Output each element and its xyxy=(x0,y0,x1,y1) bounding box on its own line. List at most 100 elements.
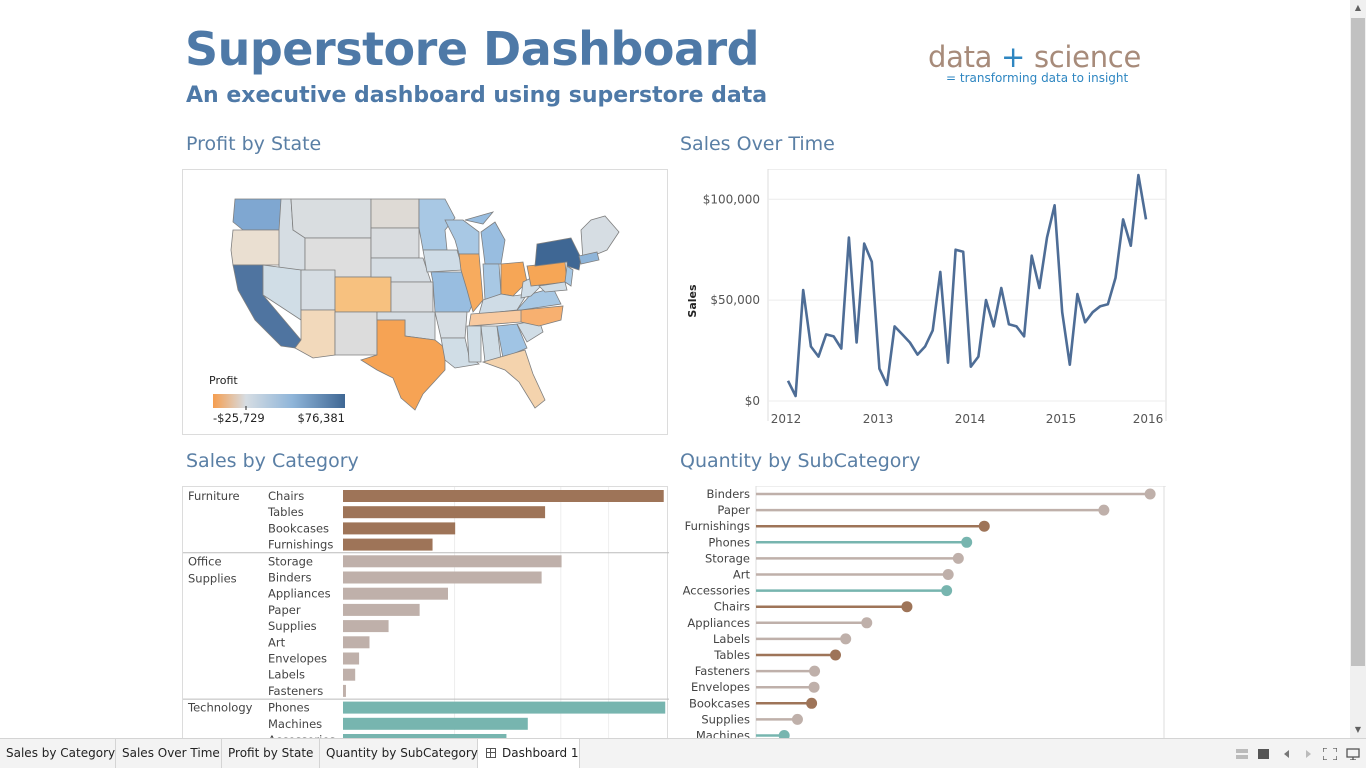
sales-data-point[interactable] xyxy=(1121,217,1125,221)
sales-data-point[interactable] xyxy=(824,332,828,336)
lollipop-dot[interactable] xyxy=(942,569,954,580)
next-page-icon[interactable] xyxy=(1304,750,1312,758)
sales-data-point[interactable] xyxy=(1106,302,1110,306)
sales-data-point[interactable] xyxy=(976,355,980,359)
scroll-down-arrow-icon[interactable]: ▼ xyxy=(1354,725,1362,734)
sales-bar[interactable] xyxy=(343,636,370,649)
sales-data-point[interactable] xyxy=(1136,173,1140,177)
lollipop-dot[interactable] xyxy=(791,713,803,725)
sales-data-point[interactable] xyxy=(1030,254,1034,258)
sales-data-point[interactable] xyxy=(999,286,1003,290)
sales-data-point[interactable] xyxy=(816,355,820,359)
sales-bar[interactable] xyxy=(343,603,420,616)
sales-bar[interactable] xyxy=(343,684,346,697)
sales-bar[interactable] xyxy=(343,538,433,551)
sales-data-point[interactable] xyxy=(1060,310,1064,314)
sales-data-point[interactable] xyxy=(885,383,889,387)
sales-data-point[interactable] xyxy=(954,248,958,252)
lollipop-dot[interactable] xyxy=(901,601,913,613)
sales-data-point[interactable] xyxy=(992,324,996,328)
scroll-up-arrow-icon[interactable]: ▲ xyxy=(1354,3,1362,12)
sales-bar[interactable] xyxy=(343,668,356,681)
sales-data-point[interactable] xyxy=(893,324,897,328)
lollipop-dot[interactable] xyxy=(978,520,990,532)
sales-bar[interactable] xyxy=(343,734,507,738)
sales-data-point[interactable] xyxy=(1068,363,1072,367)
sales-data-point[interactable] xyxy=(832,334,836,338)
prev-page-icon[interactable] xyxy=(1283,750,1291,758)
tab-quantity-by-subcategory[interactable]: Quantity by SubCategory xyxy=(320,739,478,768)
tab-sales-over-time[interactable]: Sales Over Time xyxy=(116,739,222,768)
sales-data-point[interactable] xyxy=(862,242,866,246)
sales-data-point[interactable] xyxy=(1083,320,1087,324)
sales-data-point[interactable] xyxy=(847,236,851,240)
sales-data-point[interactable] xyxy=(877,367,881,371)
tab-dashboard-1[interactable]: Dashboard 1 xyxy=(478,739,580,768)
sales-data-point[interactable] xyxy=(969,365,973,369)
sales-line-chart[interactable]: $0 $50,000 $100,000 Sales 2012 2013 2014 2015 20… xyxy=(676,168,1168,435)
sales-by-category-panel[interactable]: Furniture Chairs Tables Bookcases Furnishing… xyxy=(182,486,669,738)
sales-data-point[interactable] xyxy=(1037,286,1041,290)
sales-data-point[interactable] xyxy=(923,345,927,349)
lollipop-dot[interactable] xyxy=(808,681,820,693)
sales-data-point[interactable] xyxy=(984,298,988,302)
presentation-mode-icon[interactable] xyxy=(1236,749,1248,759)
sales-data-point[interactable] xyxy=(938,270,942,274)
sales-data-point[interactable] xyxy=(1053,203,1057,207)
sheet-icon[interactable] xyxy=(1258,749,1269,759)
sales-bar[interactable] xyxy=(343,555,562,568)
sales-data-point[interactable] xyxy=(1045,236,1049,240)
sales-data-point[interactable] xyxy=(855,340,859,344)
sales-data-point[interactable] xyxy=(809,345,813,349)
lollipop-dot[interactable] xyxy=(941,585,953,597)
sales-data-point[interactable] xyxy=(1114,276,1118,280)
lollipop-dot[interactable] xyxy=(952,552,964,564)
tab-profit-by-state[interactable]: Profit by State xyxy=(222,739,320,768)
quantity-by-subcategory-panel[interactable]: Binders Paper Furnishings Phones Storage Art A… xyxy=(676,485,1166,738)
sales-data-point[interactable] xyxy=(900,332,904,336)
sales-data-point[interactable] xyxy=(1022,334,1026,338)
sales-data-point[interactable] xyxy=(1007,322,1011,326)
data-plus-science-logo[interactable]: data + science = transforming data to in… xyxy=(928,40,1168,90)
lollipop-dot[interactable] xyxy=(778,730,790,738)
sales-data-point[interactable] xyxy=(931,328,935,332)
sales-bar[interactable] xyxy=(343,620,389,633)
sales-bar[interactable] xyxy=(343,717,528,730)
lollipop-dot[interactable] xyxy=(1144,488,1156,500)
lollipop-dot[interactable] xyxy=(806,697,818,709)
vertical-scrollbar[interactable]: ▲ ▼ xyxy=(1350,0,1366,738)
us-state-map[interactable]: Profit -$25,729 $76,381 xyxy=(183,170,667,434)
sales-bar[interactable] xyxy=(343,701,666,714)
scrollbar-thumb[interactable] xyxy=(1351,18,1365,666)
sales-bar[interactable] xyxy=(343,522,456,535)
sales-series-line[interactable] xyxy=(786,173,1148,398)
sales-data-point[interactable] xyxy=(786,379,790,383)
profit-map-panel[interactable]: Profit -$25,729 $76,381 xyxy=(182,169,668,435)
sales-bar[interactable] xyxy=(343,506,546,519)
sales-data-point[interactable] xyxy=(1075,292,1079,296)
sales-data-point[interactable] xyxy=(839,347,843,351)
fit-screen-icon[interactable] xyxy=(1323,748,1337,760)
lollipop-dot[interactable] xyxy=(961,536,973,548)
sales-bar[interactable] xyxy=(343,652,360,665)
share-icon[interactable] xyxy=(1346,748,1360,760)
sales-bar[interactable] xyxy=(343,587,449,600)
lollipop-dot[interactable] xyxy=(1098,504,1110,516)
sales-data-point[interactable] xyxy=(908,340,912,344)
sales-data-point[interactable] xyxy=(794,394,798,398)
sales-data-point[interactable] xyxy=(961,250,965,254)
sales-data-point[interactable] xyxy=(946,361,950,365)
sales-data-point[interactable] xyxy=(870,260,874,264)
sales-over-time-panel[interactable]: $0 $50,000 $100,000 Sales 2012 2013 2014 2015 20… xyxy=(676,168,1168,435)
sales-bar[interactable] xyxy=(343,490,664,502)
sales-data-point[interactable] xyxy=(1129,244,1133,248)
sales-data-point[interactable] xyxy=(1144,217,1148,221)
sales-bar[interactable] xyxy=(343,571,542,584)
sales-data-point[interactable] xyxy=(1091,310,1095,314)
sales-bar-chart[interactable]: Furniture Chairs Tables Bookcases Furnishing… xyxy=(183,487,669,738)
sales-data-point[interactable] xyxy=(1015,324,1019,328)
lollipop-dot[interactable] xyxy=(861,617,873,629)
sales-data-point[interactable] xyxy=(1098,304,1102,308)
sales-data-point[interactable] xyxy=(801,288,805,292)
tab-sales-by-category[interactable]: Sales by Category xyxy=(0,739,116,768)
